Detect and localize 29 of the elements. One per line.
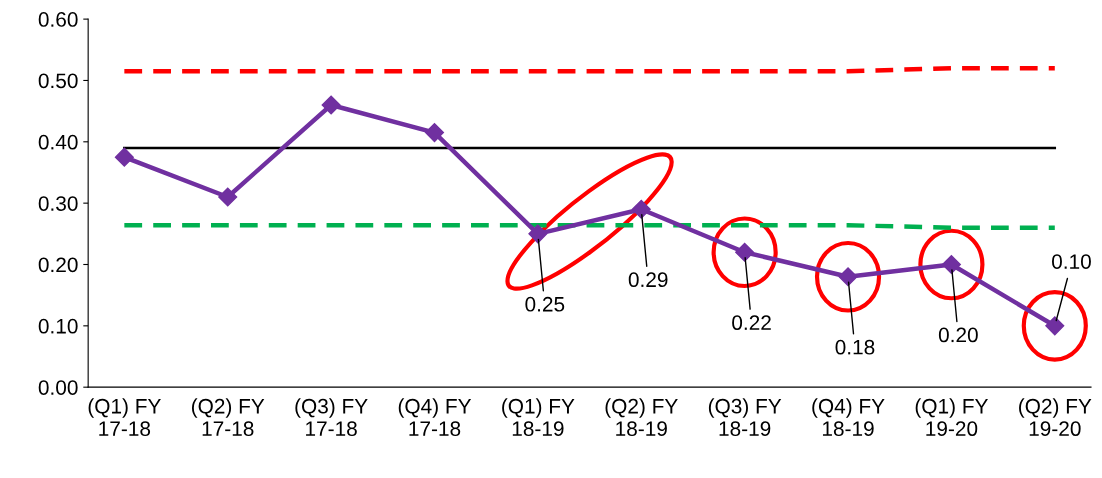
x-tick-label: (Q1) FY 19-20 bbox=[915, 398, 988, 437]
point bbox=[424, 123, 445, 143]
x-tick-label: (Q3) FY 18-19 bbox=[708, 398, 782, 437]
y-tick-label: 0.20 bbox=[38, 257, 78, 273]
data-label: 0.29 bbox=[628, 272, 668, 288]
y-tick-label: 0.40 bbox=[38, 134, 78, 150]
point bbox=[218, 187, 238, 207]
data-label: 0.20 bbox=[938, 327, 978, 343]
x-tick-label: (Q3) FY 17-18 bbox=[295, 398, 368, 437]
y-tick-label: 0.30 bbox=[38, 196, 78, 211]
y-tick-label: 0.00 bbox=[38, 380, 78, 395]
data-label: 0.18 bbox=[835, 339, 875, 355]
x-tick-label: (Q4) FY 18-19 bbox=[812, 398, 885, 437]
x-tick-label: (Q2) FY 19-20 bbox=[1019, 398, 1092, 437]
x-tick-label: (Q2) FY 17-18 bbox=[191, 398, 265, 437]
data-label: 0.22 bbox=[732, 315, 771, 331]
point bbox=[321, 95, 341, 115]
x-tick-label: (Q1) FY 18-19 bbox=[502, 398, 575, 437]
point bbox=[631, 199, 651, 219]
x-tick-label: (Q4) FY 17-18 bbox=[398, 398, 472, 437]
data-label: 0.10 bbox=[1052, 254, 1091, 269]
x-tick-label: (Q1) FY 17-18 bbox=[88, 398, 161, 437]
y-tick-label: 0.60 bbox=[38, 12, 78, 27]
y-tick-label: 0.10 bbox=[38, 318, 78, 334]
point bbox=[114, 147, 134, 167]
x-tick-label: (Q2) FY 18-19 bbox=[605, 398, 678, 437]
point bbox=[528, 224, 548, 244]
data-label: 0.25 bbox=[525, 296, 565, 312]
y-tick-label: 0.50 bbox=[38, 73, 78, 89]
